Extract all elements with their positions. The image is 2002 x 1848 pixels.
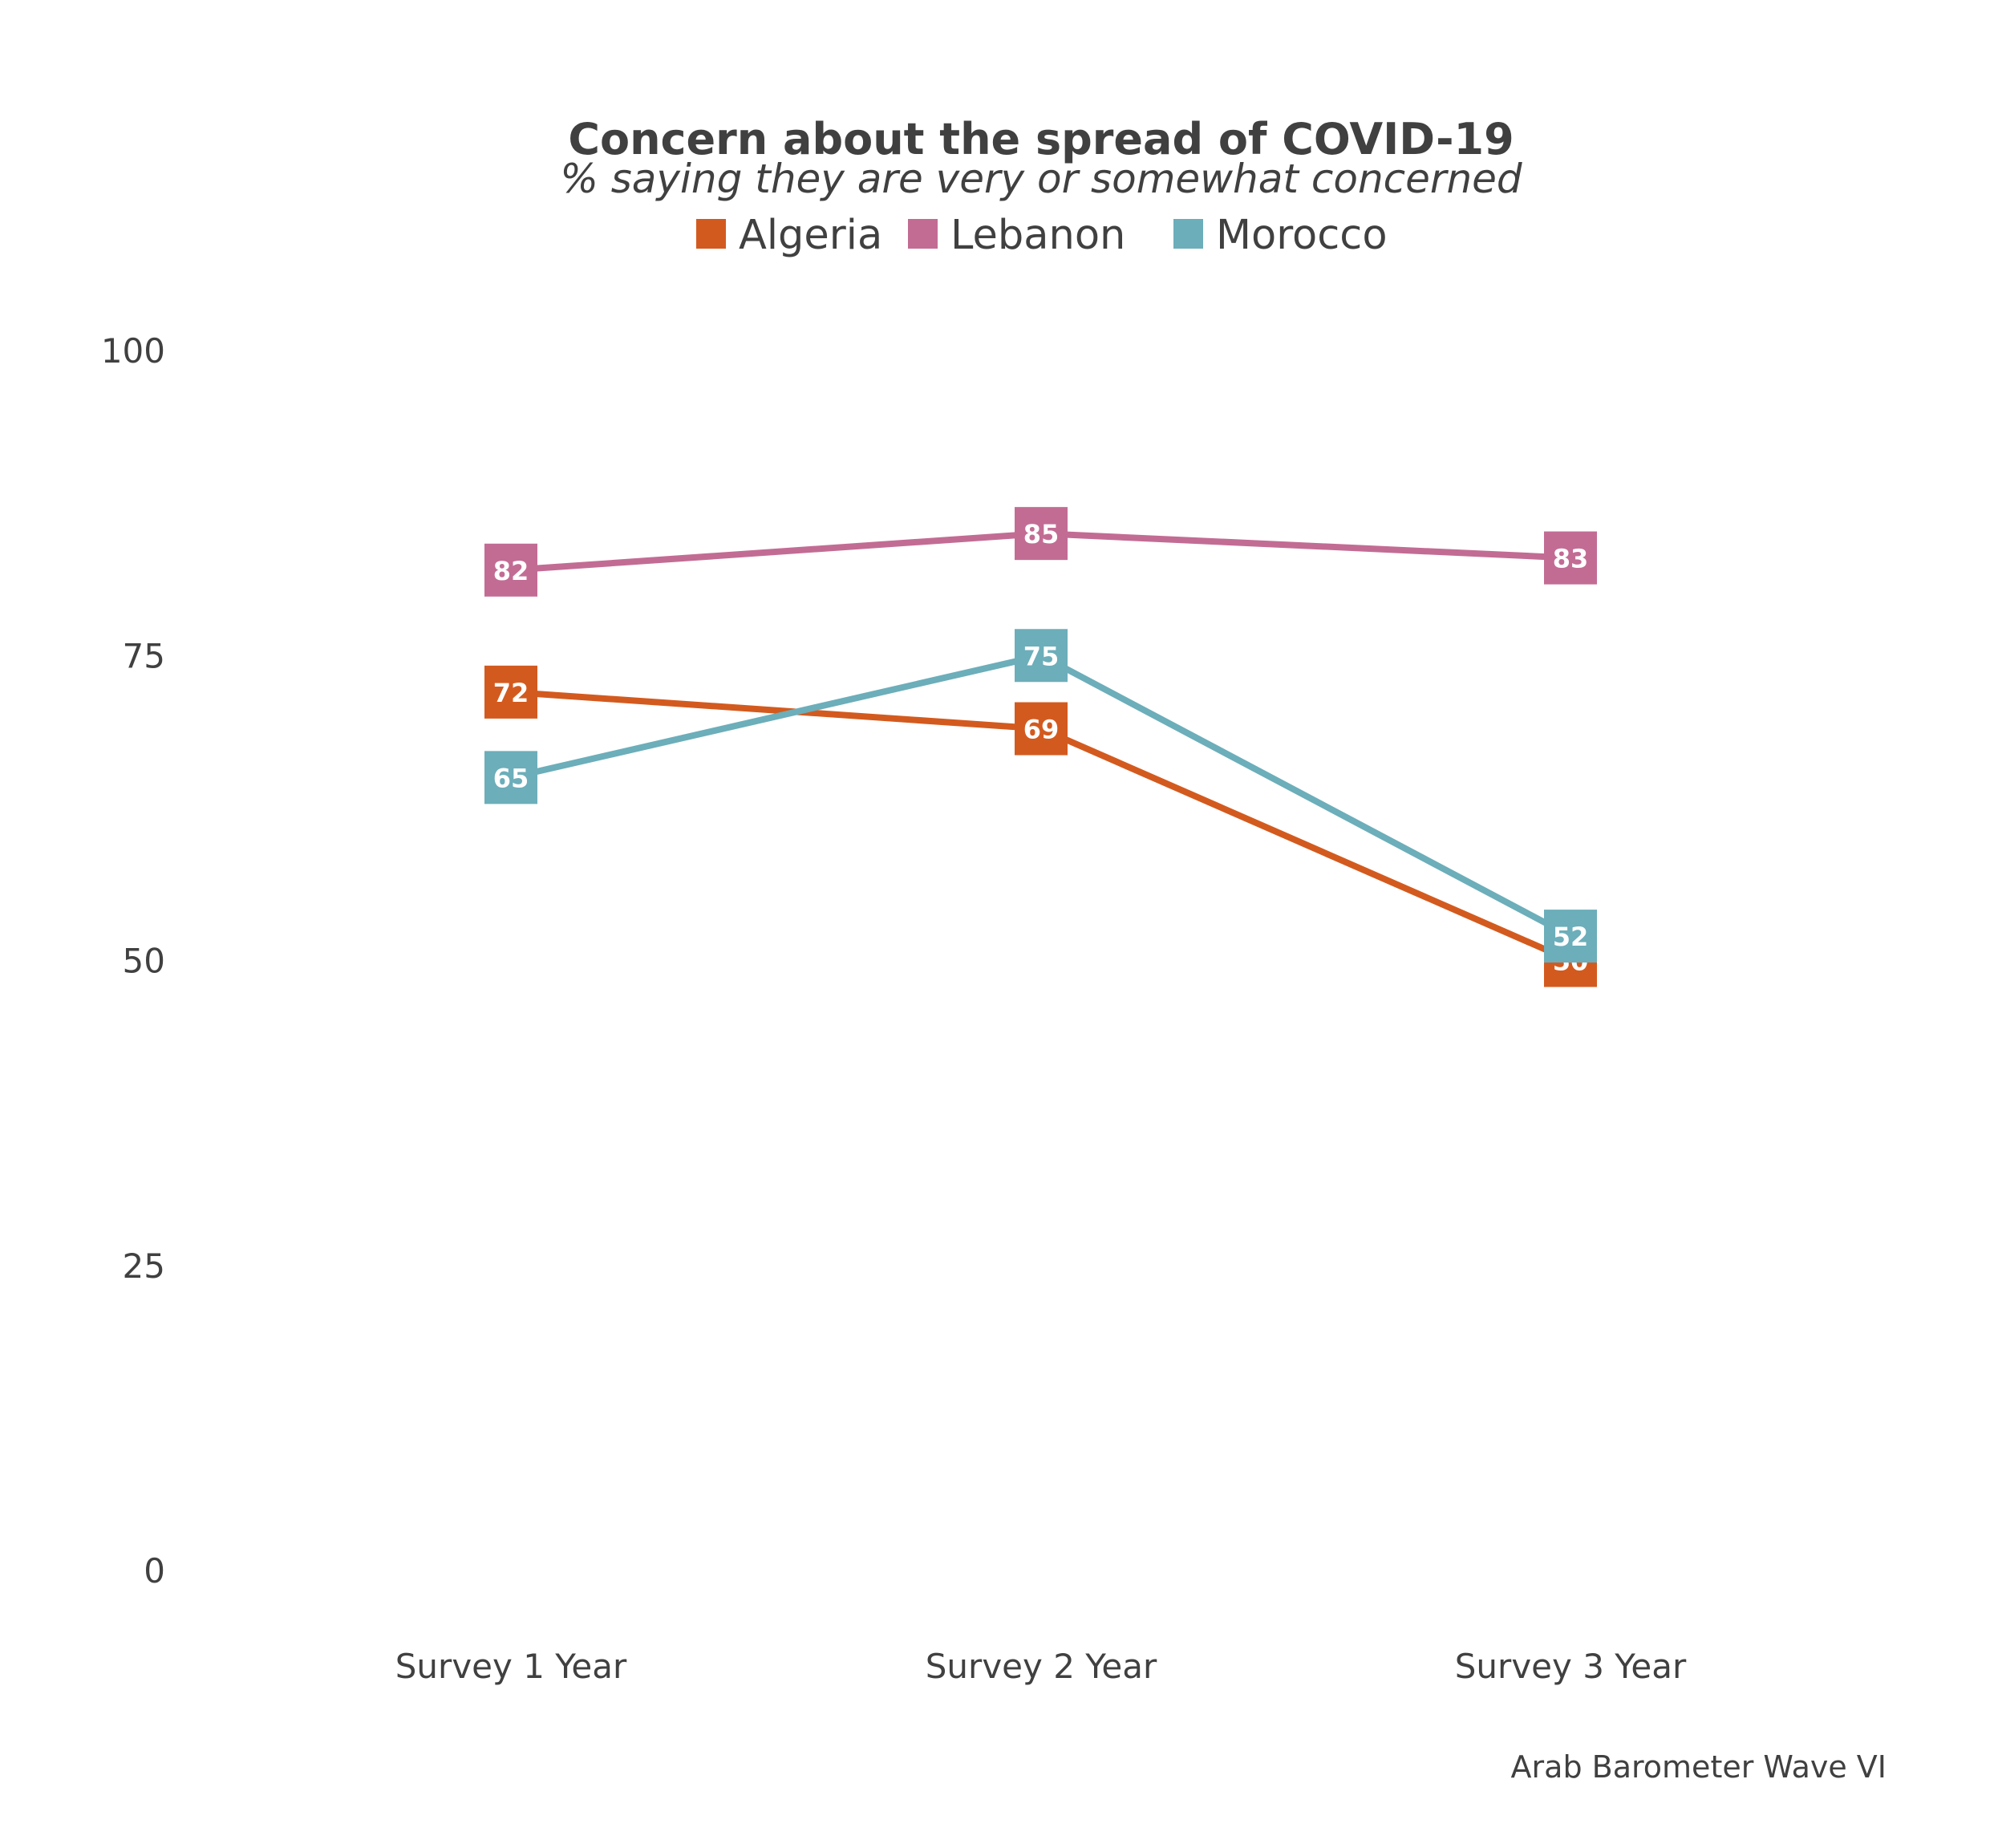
legend: Algeria Lebanon Morocco [696, 212, 1388, 259]
data-label-lebanon: 85 [1023, 519, 1060, 549]
x-tick-label: Survey 1 Year [395, 1647, 627, 1686]
data-label-morocco: 65 [493, 763, 529, 793]
x-tick-label: Survey 2 Year [926, 1647, 1157, 1686]
data-point-morocco [1015, 629, 1068, 683]
y-tick-label: 100 [101, 331, 165, 371]
legend-label-morocco: Morocco [1216, 212, 1388, 259]
data-point-morocco [484, 751, 537, 804]
series-markers: 726950828583657552 [484, 507, 1597, 987]
y-tick-label: 0 [144, 1551, 165, 1591]
y-tick-label: 50 [123, 942, 165, 981]
data-point-morocco [1544, 910, 1597, 963]
chart-title: Concern about the spread of COVID-19 [568, 114, 1514, 164]
legend-label-algeria: Algeria [739, 212, 882, 259]
data-label-algeria: 69 [1023, 715, 1060, 745]
y-tick-label: 75 [123, 636, 165, 675]
data-label-morocco: 75 [1023, 641, 1060, 671]
data-point-algeria [484, 665, 537, 719]
legend-label-lebanon: Lebanon [950, 212, 1125, 259]
data-point-algeria [1015, 702, 1068, 756]
data-label-morocco: 52 [1553, 922, 1589, 952]
legend-swatch-morocco [1173, 219, 1203, 249]
chart-subtitle: % saying they are very or somewhat conce… [560, 156, 1522, 202]
data-point-lebanon [1544, 531, 1597, 585]
x-tick-label: Survey 3 Year [1455, 1647, 1687, 1686]
data-label-algeria: 72 [493, 678, 529, 708]
data-point-lebanon [1015, 507, 1068, 561]
chart-caption: Arab Barometer Wave VI [1511, 1749, 1886, 1785]
data-label-lebanon: 83 [1553, 544, 1589, 574]
x-axis: Survey 1 Year Survey 2 Year Survey 3 Year [395, 1647, 1687, 1686]
legend-swatch-lebanon [908, 219, 938, 249]
y-tick-label: 25 [123, 1246, 165, 1286]
data-point-lebanon [484, 543, 537, 597]
y-axis: 0 25 50 75 100 [101, 331, 165, 1591]
legend-swatch-algeria [696, 219, 726, 249]
data-label-lebanon: 82 [493, 556, 529, 586]
